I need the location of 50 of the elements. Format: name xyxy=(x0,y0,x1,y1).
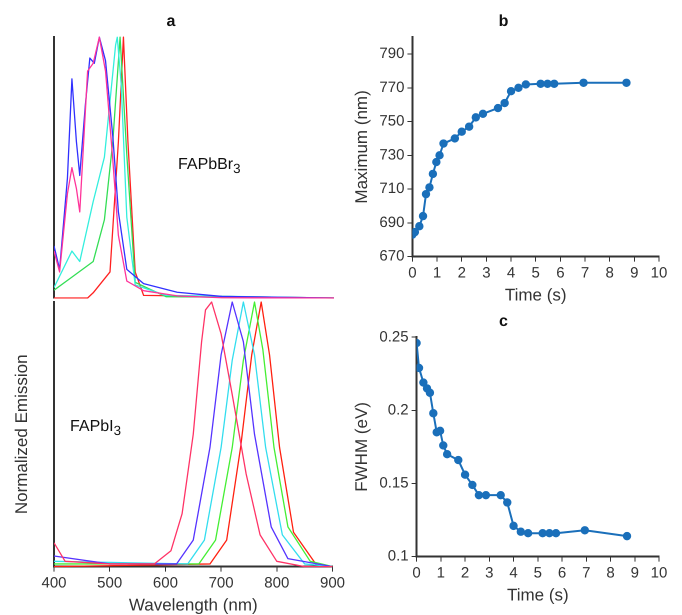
x-tick-label: 7 xyxy=(580,264,590,282)
x-tick-label: 1 xyxy=(436,564,446,582)
x-tick-label: 8 xyxy=(606,564,615,582)
x-tick-label: 10 xyxy=(650,564,668,582)
x-tick-label: 700 xyxy=(208,574,234,592)
x-tick-label: 0 xyxy=(408,264,417,282)
x-tick-label: 4 xyxy=(506,264,516,282)
x-tick-label: 0 xyxy=(412,564,421,582)
y-tick-label: 790 xyxy=(379,45,404,62)
x-tick-label: 10 xyxy=(650,264,668,282)
x-tick-label: 6 xyxy=(558,564,566,582)
chart-title: b xyxy=(498,13,509,30)
y-tick-label: 710 xyxy=(379,180,404,198)
x-tick-label: 5 xyxy=(532,264,540,282)
y-tick-label: 770 xyxy=(379,78,404,96)
x-tick-label: 5 xyxy=(534,564,542,582)
x-tick-label: 9 xyxy=(630,264,639,282)
y-tick-label: 0.1 xyxy=(388,548,409,565)
x-tick-label: 600 xyxy=(152,574,178,592)
y-tick-label: 0.15 xyxy=(379,474,409,492)
x-tick-label: 7 xyxy=(582,564,590,582)
x-tick-label: 6 xyxy=(556,264,565,282)
annotation: FAPbI$_{3}$ xyxy=(70,418,121,438)
y-tick-label: 690 xyxy=(379,214,404,231)
x-tick-label: 900 xyxy=(320,574,345,592)
y-axis-title: Normalized Emission xyxy=(12,354,31,514)
x-tick-label: 4 xyxy=(509,564,518,582)
annotation: FAPbBr$_{3}$ xyxy=(178,156,241,176)
x-tick-label: 3 xyxy=(485,564,494,582)
x-tick-label: 9 xyxy=(630,564,639,582)
y-tick-label: 0.2 xyxy=(388,401,409,418)
x-axis-title: Time (s) xyxy=(504,285,567,304)
chart-title: c xyxy=(499,313,508,330)
y-axis-title: FWHM (eV) xyxy=(352,402,371,492)
x-tick-label: 400 xyxy=(41,574,67,592)
x-tick-label: 2 xyxy=(460,564,470,582)
x-tick-label: 8 xyxy=(606,264,614,282)
x-tick-label: 2 xyxy=(458,264,466,282)
x-axis-title: Time (s) xyxy=(506,585,569,604)
y-tick-label: 670 xyxy=(379,248,404,265)
x-tick-label: 800 xyxy=(264,574,290,592)
y-tick-label: 750 xyxy=(379,112,404,130)
x-tick-label: 1 xyxy=(432,264,442,282)
y-axis-title: Maximum (nm) xyxy=(352,90,371,204)
chart-title: a xyxy=(166,13,176,30)
x-axis-title: Wavelength (nm) xyxy=(128,595,258,614)
y-tick-label: 0.25 xyxy=(379,328,409,346)
x-tick-label: 500 xyxy=(97,574,122,592)
x-tick-label: 3 xyxy=(482,264,491,282)
y-tick-label: 730 xyxy=(379,146,404,164)
